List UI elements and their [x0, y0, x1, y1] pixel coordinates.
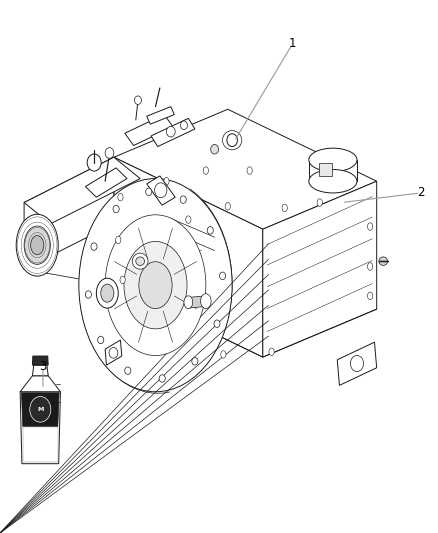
Polygon shape [20, 376, 60, 392]
Polygon shape [125, 115, 173, 146]
Ellipse shape [125, 367, 131, 374]
Ellipse shape [139, 262, 172, 309]
Ellipse shape [24, 226, 50, 264]
Ellipse shape [214, 320, 220, 327]
Ellipse shape [379, 257, 388, 265]
Ellipse shape [180, 121, 187, 130]
Ellipse shape [211, 144, 219, 154]
Ellipse shape [317, 199, 322, 206]
Ellipse shape [101, 284, 114, 302]
Ellipse shape [184, 296, 193, 309]
Ellipse shape [309, 169, 357, 193]
Ellipse shape [203, 167, 208, 174]
Ellipse shape [223, 131, 242, 150]
Ellipse shape [159, 375, 165, 382]
Text: M: M [37, 407, 43, 412]
Polygon shape [32, 356, 48, 365]
Ellipse shape [98, 336, 104, 344]
Polygon shape [114, 157, 263, 357]
Ellipse shape [96, 278, 118, 308]
Ellipse shape [247, 167, 252, 174]
Ellipse shape [367, 263, 373, 270]
Ellipse shape [118, 193, 123, 201]
Ellipse shape [180, 196, 186, 204]
Ellipse shape [219, 272, 226, 279]
Ellipse shape [31, 236, 44, 255]
Ellipse shape [85, 291, 92, 298]
Ellipse shape [16, 214, 58, 276]
Polygon shape [32, 365, 48, 376]
Ellipse shape [105, 148, 114, 158]
Ellipse shape [136, 257, 145, 265]
Polygon shape [188, 296, 206, 308]
Polygon shape [20, 392, 60, 464]
Ellipse shape [282, 204, 287, 212]
Polygon shape [337, 342, 377, 385]
Polygon shape [114, 109, 377, 229]
Ellipse shape [87, 154, 101, 171]
Polygon shape [24, 157, 114, 269]
Polygon shape [151, 118, 195, 147]
Ellipse shape [155, 183, 167, 198]
Ellipse shape [30, 397, 51, 422]
Polygon shape [263, 181, 377, 357]
Ellipse shape [79, 179, 232, 392]
Text: 1: 1 [289, 37, 297, 50]
Ellipse shape [309, 148, 357, 172]
Ellipse shape [91, 243, 97, 251]
Polygon shape [319, 163, 332, 176]
Ellipse shape [221, 351, 226, 358]
Polygon shape [21, 393, 59, 426]
Polygon shape [147, 176, 175, 205]
Ellipse shape [124, 241, 187, 329]
Polygon shape [309, 160, 357, 181]
Ellipse shape [166, 126, 175, 137]
Ellipse shape [207, 227, 213, 234]
Ellipse shape [105, 215, 206, 356]
Polygon shape [23, 427, 58, 462]
Ellipse shape [225, 203, 230, 210]
Text: 3: 3 [39, 360, 46, 373]
Ellipse shape [227, 134, 237, 147]
Ellipse shape [350, 356, 364, 372]
Polygon shape [85, 168, 127, 197]
Ellipse shape [367, 292, 373, 300]
Ellipse shape [164, 177, 169, 185]
Ellipse shape [120, 276, 125, 284]
Ellipse shape [186, 216, 191, 223]
Polygon shape [105, 340, 122, 365]
Ellipse shape [109, 348, 118, 358]
Ellipse shape [116, 236, 121, 244]
Ellipse shape [146, 188, 152, 196]
Text: 2: 2 [417, 187, 424, 199]
Ellipse shape [192, 358, 198, 365]
Ellipse shape [132, 253, 148, 269]
Ellipse shape [269, 348, 274, 356]
Polygon shape [147, 107, 174, 124]
Ellipse shape [134, 96, 141, 104]
Ellipse shape [201, 294, 211, 309]
Polygon shape [24, 157, 140, 224]
Ellipse shape [367, 223, 373, 230]
Ellipse shape [113, 205, 119, 213]
